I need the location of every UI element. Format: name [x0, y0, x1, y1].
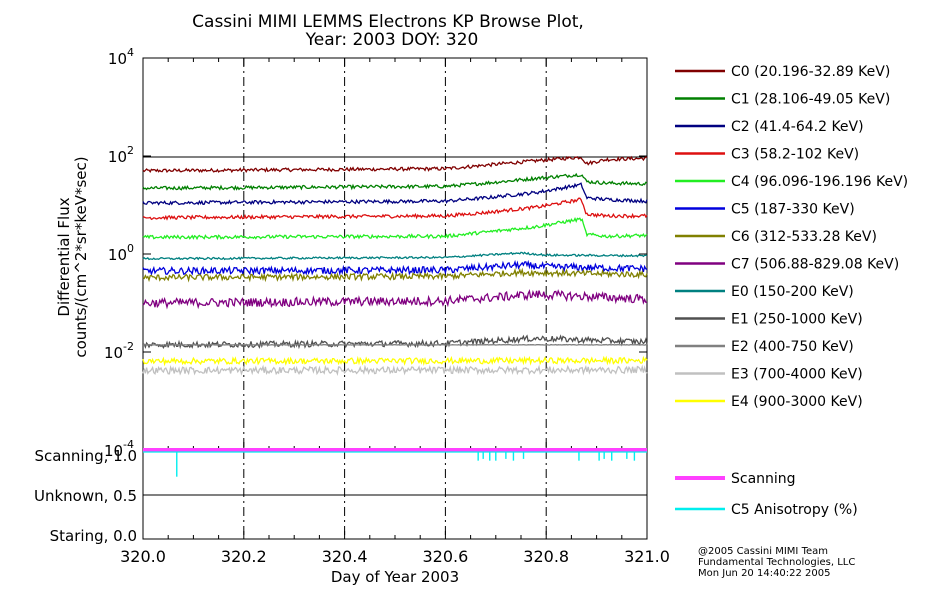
- legend-label: C5 (187-330 KeV): [731, 202, 855, 218]
- flux-panel-frame: [142, 57, 648, 451]
- x-tick-label: 320.4: [322, 547, 368, 566]
- x-tick-label: 321.0: [624, 547, 670, 566]
- footer-copyright: @2005 Cassini MIMI Team: [698, 546, 828, 557]
- x-tick-label: 320.6: [422, 547, 468, 566]
- legend-label: C6 (312-533.28 KeV): [731, 229, 877, 245]
- legend-label: C3 (58.2-102 KeV): [731, 147, 859, 163]
- y-axis-label-line1: Differential Flux: [55, 197, 73, 316]
- footer-timestamp: Mon Jun 20 14:40:22 2005: [698, 568, 831, 579]
- x-tick-label: 320.0: [120, 547, 166, 566]
- chart-title-line1: Cassini MIMI LEMMS Electrons KP Browse P…: [192, 12, 584, 32]
- legend-label: Scanning: [731, 471, 796, 487]
- y-tick-label: 100: [108, 242, 134, 264]
- series-line: [142, 216, 648, 241]
- series-line: [142, 172, 648, 191]
- legend-label: C0 (20.196-32.89 KeV): [731, 64, 890, 80]
- mode-label-staring: Staring, 0.0: [50, 527, 137, 545]
- x-tick-label: 320.8: [523, 547, 569, 566]
- series-line: [142, 343, 648, 346]
- legend-label: E2 (400-750 KeV): [731, 339, 854, 355]
- y-tick-label: 10-4: [104, 438, 134, 460]
- mode-label-scanning: Scanning, 1.0: [34, 447, 137, 465]
- series-line: [142, 197, 648, 221]
- legend-label: E4 (900-3000 KeV): [731, 394, 863, 410]
- y-axis-label-line2: counts/(cm^2*sr*keV*sec): [72, 156, 90, 357]
- y-tick-label: 102: [108, 144, 134, 166]
- x-tick-label: 320.2: [221, 547, 267, 566]
- series-line: [142, 182, 648, 206]
- legend: C0 (20.196-32.89 KeV) C1 (28.106-49.05 Ke…: [675, 64, 908, 518]
- series-line: [142, 364, 648, 376]
- mode-panel: Scanning, 1.0 Unknown, 0.5 Staring, 0.0: [34, 447, 648, 545]
- legend-label: C1 (28.106-49.05 KeV): [731, 92, 890, 108]
- flux-panel: 104 102 100 10-2 10-4: [104, 46, 648, 460]
- legend-label: E0 (150-200 KeV): [731, 284, 854, 300]
- legend-label: C5 Anisotropy (%): [731, 502, 858, 518]
- series-line: [142, 155, 648, 174]
- legend-label: C2 (41.4-64.2 KeV): [731, 119, 864, 135]
- x-axis-label: Day of Year 2003: [331, 568, 459, 586]
- chart-title-line2: Year: 2003 DOY: 320: [305, 30, 479, 50]
- legend-label: E1 (250-1000 KeV): [731, 312, 863, 328]
- y-tick-label: 104: [108, 46, 134, 68]
- legend-label: E3 (700-4000 KeV): [731, 367, 863, 383]
- series-line: [142, 267, 648, 283]
- series-line: [142, 289, 648, 310]
- y-tick-label: 10-2: [104, 340, 134, 362]
- legend-label: C4 (96.096-196.196 KeV): [731, 174, 908, 190]
- series-line: [142, 259, 648, 277]
- series-line: [142, 355, 648, 367]
- legend-label: C7 (506.88-829.08 KeV): [731, 257, 899, 273]
- series-line: [142, 334, 648, 350]
- series-line: [142, 251, 648, 261]
- footer-company: Fundamental Technologies, LLC: [698, 557, 855, 568]
- mode-label-unknown: Unknown, 0.5: [34, 487, 137, 505]
